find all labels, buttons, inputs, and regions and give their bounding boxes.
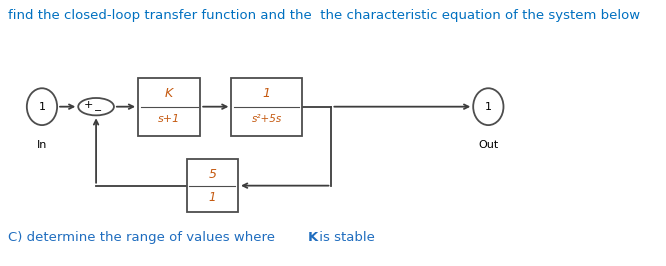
Text: Out: Out xyxy=(478,140,498,149)
Text: 1: 1 xyxy=(485,102,492,112)
Bar xyxy=(138,78,200,136)
Text: K: K xyxy=(308,231,318,244)
Text: −: − xyxy=(94,106,102,117)
Ellipse shape xyxy=(473,88,503,125)
Text: find the closed-loop transfer function and the  the characteristic equation of t: find the closed-loop transfer function a… xyxy=(8,9,640,22)
Text: s²+5s: s²+5s xyxy=(251,114,282,124)
Bar xyxy=(186,159,238,212)
Text: s+1: s+1 xyxy=(158,114,180,124)
Text: +: + xyxy=(83,100,93,110)
Text: is stable: is stable xyxy=(314,231,374,244)
Bar xyxy=(231,78,302,136)
Text: 1: 1 xyxy=(262,88,270,101)
Text: K: K xyxy=(165,88,173,101)
Ellipse shape xyxy=(27,88,57,125)
Text: In: In xyxy=(37,140,47,149)
Text: 5: 5 xyxy=(208,168,216,181)
Text: 1: 1 xyxy=(39,102,45,112)
Circle shape xyxy=(78,98,114,115)
Text: C) determine the range of values where: C) determine the range of values where xyxy=(8,231,279,244)
Text: 1: 1 xyxy=(208,191,216,204)
